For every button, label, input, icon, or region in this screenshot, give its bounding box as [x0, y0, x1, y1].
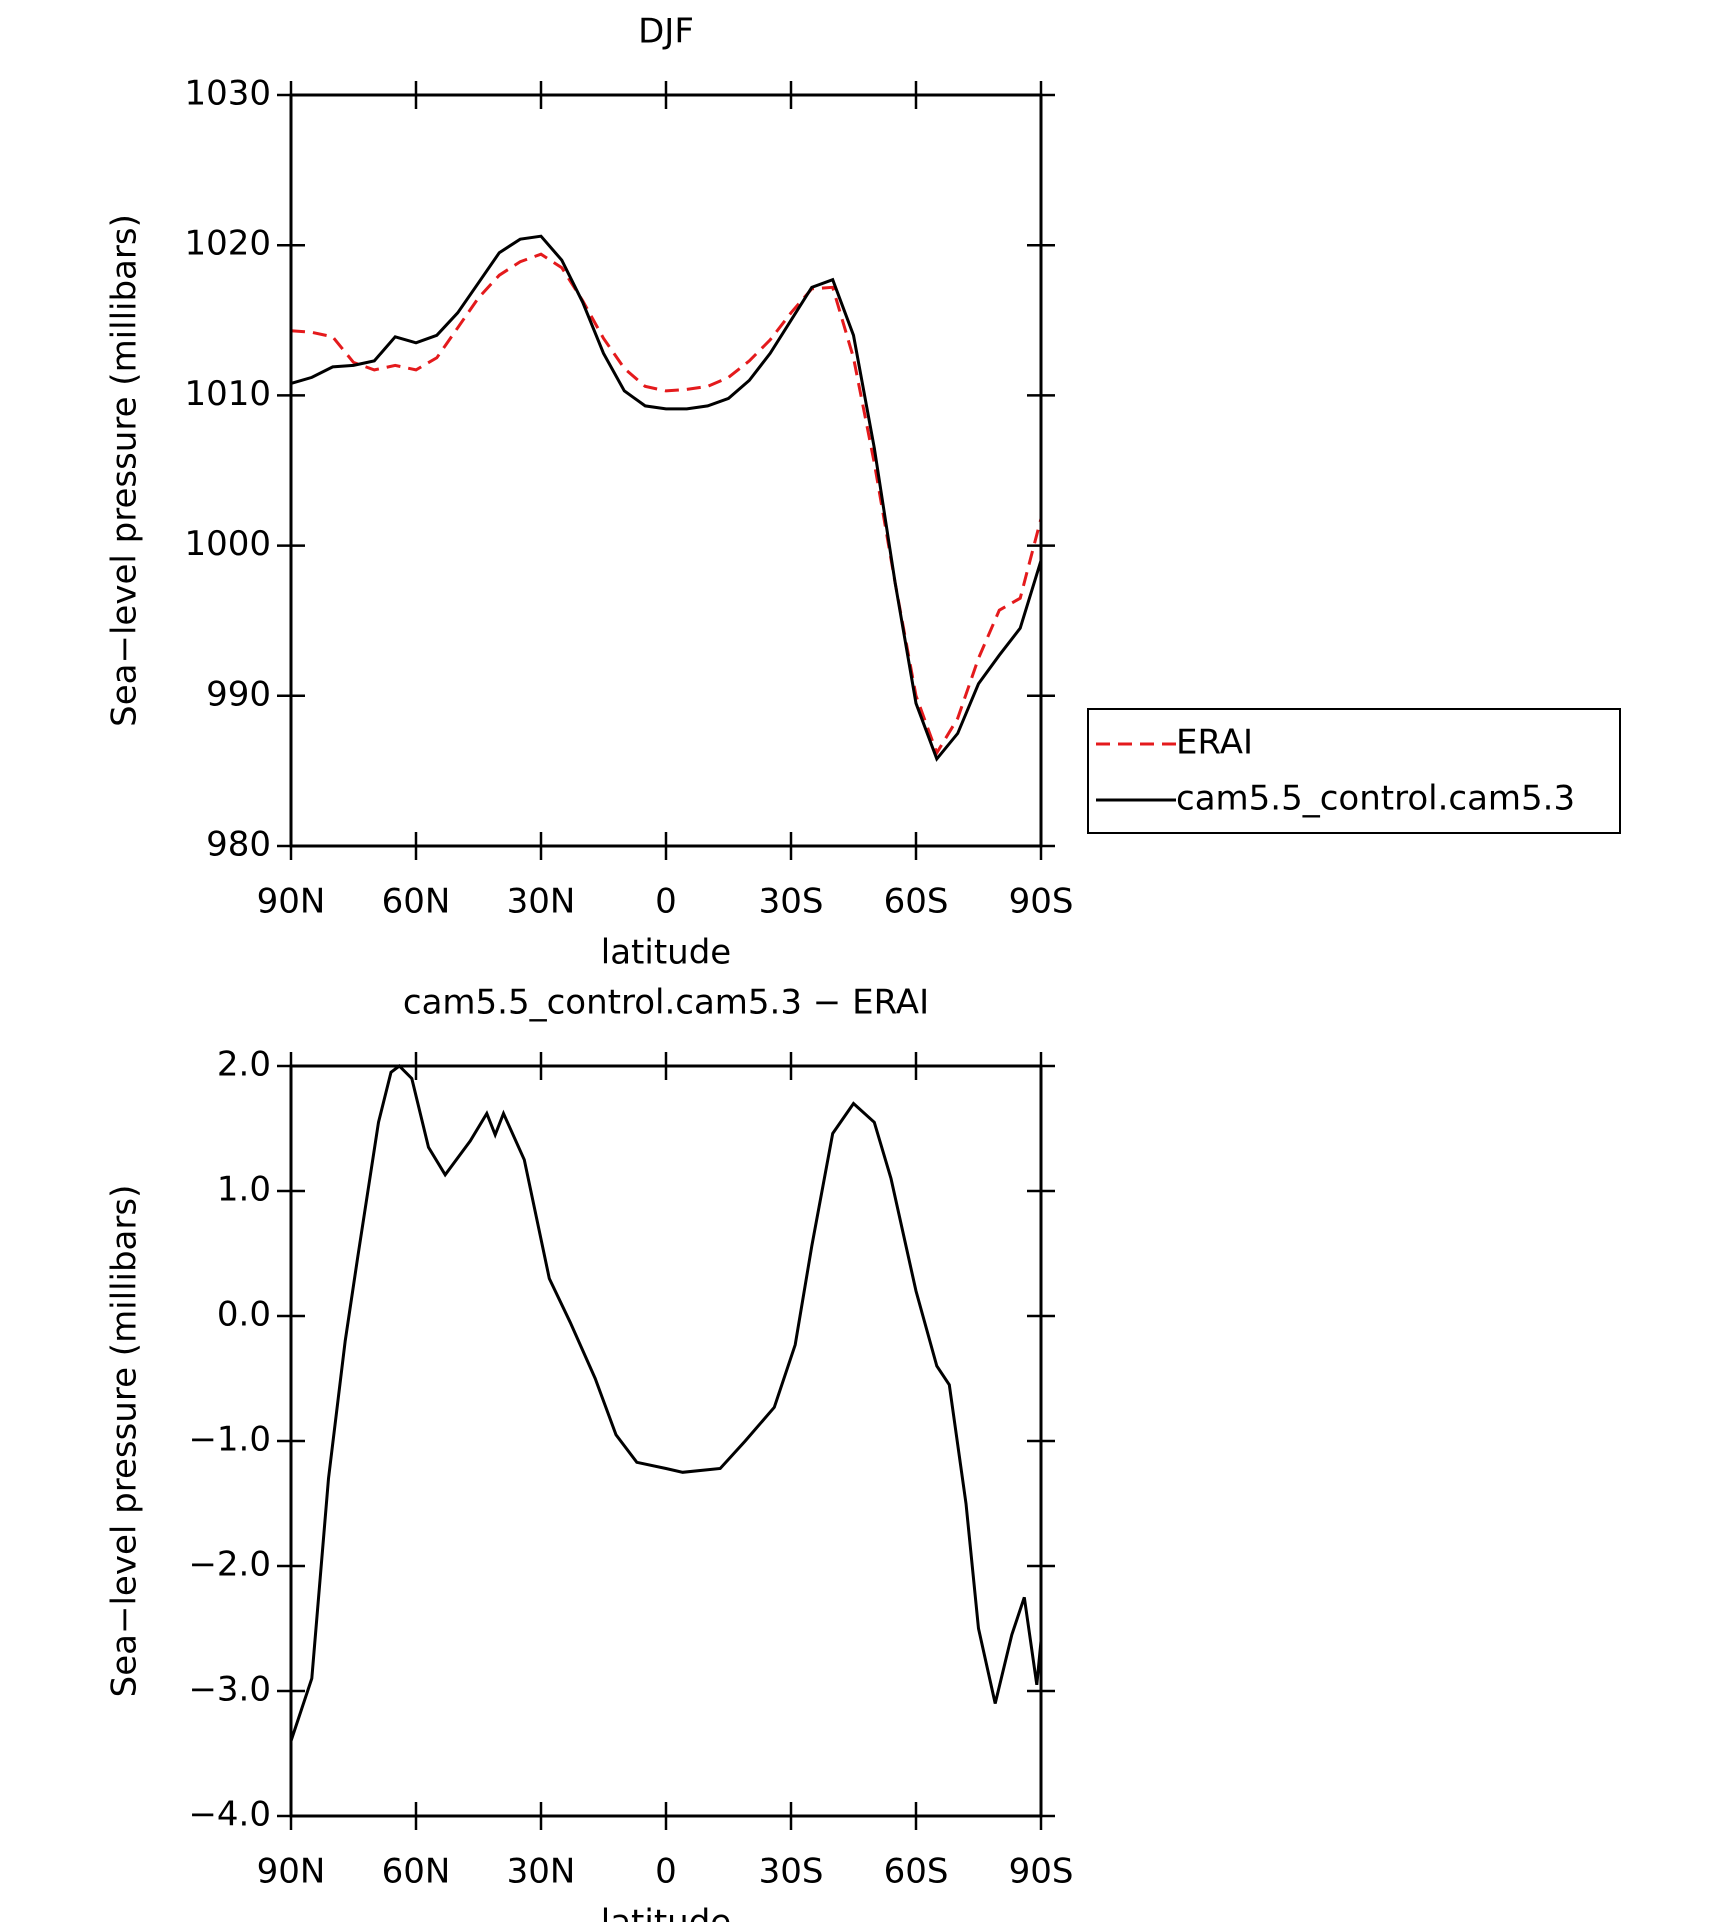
x-tick-label: 90S	[1009, 1852, 1074, 1892]
legend-label: cam5.5_control.cam5.3	[1176, 779, 1575, 819]
data-line	[290, 234, 1043, 762]
y-tick-label: 990	[206, 674, 271, 714]
x-axis-label: latitude	[601, 1903, 731, 1922]
y-tick-label: 1000	[184, 524, 271, 564]
chart-title: cam5.5_control.cam5.3 − ERAI	[403, 983, 929, 1023]
data-line	[290, 252, 1043, 757]
y-tick-label: 1010	[184, 374, 271, 414]
x-tick-label: 0	[655, 882, 677, 922]
legend-label: ERAI	[1176, 723, 1253, 763]
y-tick-label: 2.0	[217, 1045, 271, 1085]
y-tick-label: 1020	[184, 224, 271, 264]
x-axis-label: latitude	[601, 933, 731, 973]
x-tick-label: 60N	[382, 1852, 451, 1892]
plot-frame	[289, 93, 1043, 848]
x-tick-label: 30S	[759, 882, 824, 922]
legend-box	[1087, 708, 1621, 834]
y-axis-label: Sea−level pressure (millibars)	[105, 1185, 145, 1698]
x-tick-label: 30N	[507, 882, 576, 922]
y-tick-label: 980	[206, 825, 271, 865]
x-tick-label: 90S	[1009, 882, 1074, 922]
chart-title: DJF	[638, 12, 694, 52]
x-tick-label: 90N	[257, 882, 326, 922]
y-tick-label: −1.0	[188, 1420, 271, 1460]
y-tick-label: 1.0	[217, 1170, 271, 1210]
y-tick-label: 1030	[184, 74, 271, 114]
x-tick-label: 30N	[507, 1852, 576, 1892]
x-tick-label: 30S	[759, 1852, 824, 1892]
x-tick-label: 60N	[382, 882, 451, 922]
y-tick-label: 0.0	[217, 1295, 271, 1335]
y-tick-label: −4.0	[188, 1795, 271, 1835]
x-tick-label: 60S	[884, 1852, 949, 1892]
y-axis-label: Sea−level pressure (millibars)	[105, 214, 145, 727]
x-tick-label: 60S	[884, 882, 949, 922]
data-line	[289, 1064, 1043, 1742]
y-tick-label: −2.0	[188, 1545, 271, 1585]
y-tick-label: −3.0	[188, 1670, 271, 1710]
plot-frame	[289, 1064, 1043, 1818]
x-tick-label: 0	[655, 1852, 677, 1892]
x-tick-label: 90N	[257, 1852, 326, 1892]
